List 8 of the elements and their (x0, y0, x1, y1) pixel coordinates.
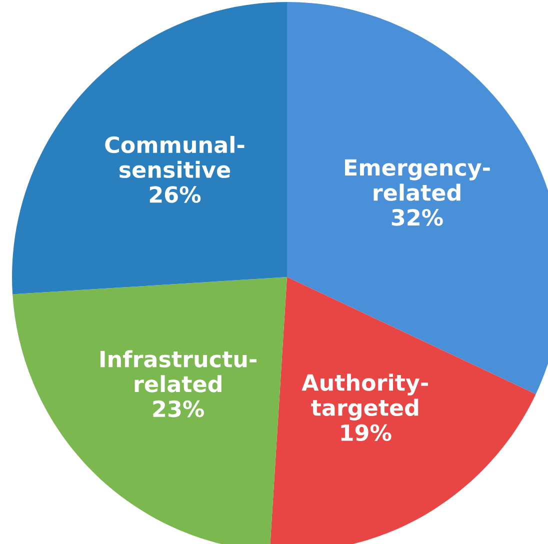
data-label: 26% (150, 186, 201, 203)
data-label: 23% (153, 400, 204, 418)
data-label: 32% (392, 209, 443, 226)
slice-label: Emergency- related (345, 159, 490, 201)
data-label: 19% (341, 424, 392, 442)
slice-label: Infrastructu- related (100, 350, 256, 392)
slice-label: Communal- sensitive (105, 136, 244, 178)
slice-label: Authority- targeted (302, 374, 428, 420)
